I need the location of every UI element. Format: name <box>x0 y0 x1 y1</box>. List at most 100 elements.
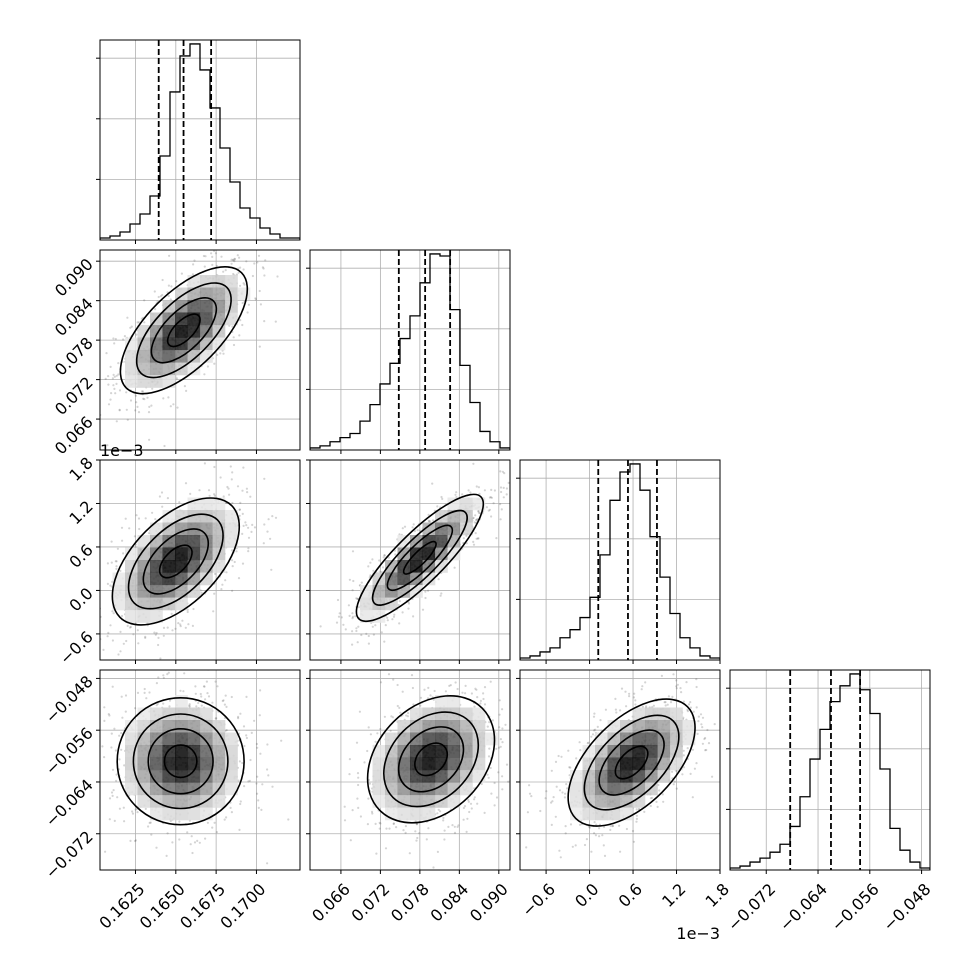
sample-point <box>232 343 236 347</box>
sample-point <box>138 527 141 531</box>
sample-point <box>349 839 352 842</box>
sample-point <box>247 303 250 306</box>
sample-point <box>135 401 138 404</box>
sample-point <box>166 626 169 629</box>
sample-point <box>232 272 235 276</box>
density-cell <box>125 732 138 746</box>
sample-point <box>111 377 114 380</box>
sample-point <box>85 766 87 768</box>
density-cell <box>200 300 213 313</box>
density-cell <box>150 757 163 771</box>
density-cell <box>200 572 213 586</box>
sample-point <box>504 723 507 726</box>
density-cell <box>212 732 226 746</box>
contour-0 <box>166 313 201 348</box>
sample-point <box>486 773 489 776</box>
density-cell <box>125 597 138 611</box>
sample-point <box>367 797 370 800</box>
sample-point <box>468 810 471 814</box>
sample-point <box>370 810 374 813</box>
density-cell <box>175 795 188 808</box>
sample-point <box>276 275 279 278</box>
sample-point <box>477 486 480 489</box>
sample-point <box>366 823 369 826</box>
density-cell <box>125 362 138 376</box>
sample-point <box>416 529 419 532</box>
sample-point <box>115 420 118 423</box>
sample-point <box>230 258 233 261</box>
density-cell <box>212 720 226 733</box>
density-cell <box>137 770 151 783</box>
sample-point <box>500 508 503 511</box>
sample-point <box>386 616 389 619</box>
sample-point <box>507 481 510 484</box>
density-cell <box>125 337 138 351</box>
sample-point <box>271 515 274 518</box>
sample-point <box>453 566 456 569</box>
sample-point <box>375 852 378 855</box>
sample-point <box>483 686 487 689</box>
sample-point <box>131 810 134 813</box>
sample-point <box>219 476 222 479</box>
sample-point <box>113 375 116 378</box>
sample-point <box>129 665 131 667</box>
sample-point <box>360 633 363 637</box>
sample-point <box>221 699 224 703</box>
density-cell <box>237 287 251 301</box>
sample-point <box>200 591 203 594</box>
sample-point <box>171 841 174 844</box>
sample-point <box>115 779 118 782</box>
sample-point <box>225 816 228 819</box>
sample-point <box>232 259 235 262</box>
density-cell <box>472 497 486 511</box>
sample-point <box>247 526 250 529</box>
sample-point <box>143 691 146 695</box>
sample-point <box>367 634 370 638</box>
contour-2 <box>127 513 224 610</box>
sample-point <box>351 630 354 633</box>
sample-point <box>351 550 355 553</box>
sample-point <box>231 471 234 474</box>
sample-point <box>431 482 434 485</box>
sample-point <box>157 636 160 640</box>
sample-point <box>204 698 207 701</box>
sample-point <box>502 486 505 489</box>
sample-point <box>351 809 354 812</box>
sample-point <box>94 612 96 614</box>
density-cell <box>447 522 461 536</box>
sample-point <box>267 774 270 777</box>
sample-point <box>356 797 359 800</box>
sample-point <box>113 727 116 730</box>
sample-point <box>474 687 477 690</box>
sample-point <box>487 755 491 758</box>
sample-point <box>441 497 444 500</box>
sample-point <box>477 511 480 514</box>
sample-point <box>203 265 206 268</box>
sample-point <box>144 636 147 640</box>
sample-point <box>241 562 245 565</box>
sample-point <box>155 846 158 849</box>
sample-point <box>372 633 375 636</box>
sample-point <box>181 619 184 622</box>
density-cell <box>137 350 151 363</box>
sample-point <box>175 280 178 283</box>
sample-point <box>186 610 189 614</box>
density-cell <box>150 572 163 586</box>
density-cell <box>150 782 163 796</box>
sample-point <box>203 462 206 465</box>
density-cell <box>447 497 461 511</box>
density-cell <box>125 350 138 363</box>
density-cell <box>447 795 461 808</box>
sample-point <box>133 839 137 843</box>
contour-0 <box>414 742 449 777</box>
density-cell <box>372 782 386 796</box>
sample-point <box>93 631 95 633</box>
density-cell <box>372 770 386 783</box>
sample-point <box>388 827 391 830</box>
sample-point <box>237 715 240 718</box>
sample-point <box>108 797 112 800</box>
density-cell <box>447 707 461 721</box>
sample-point <box>170 285 173 288</box>
sample-point <box>433 689 436 693</box>
sample-point <box>213 362 216 365</box>
